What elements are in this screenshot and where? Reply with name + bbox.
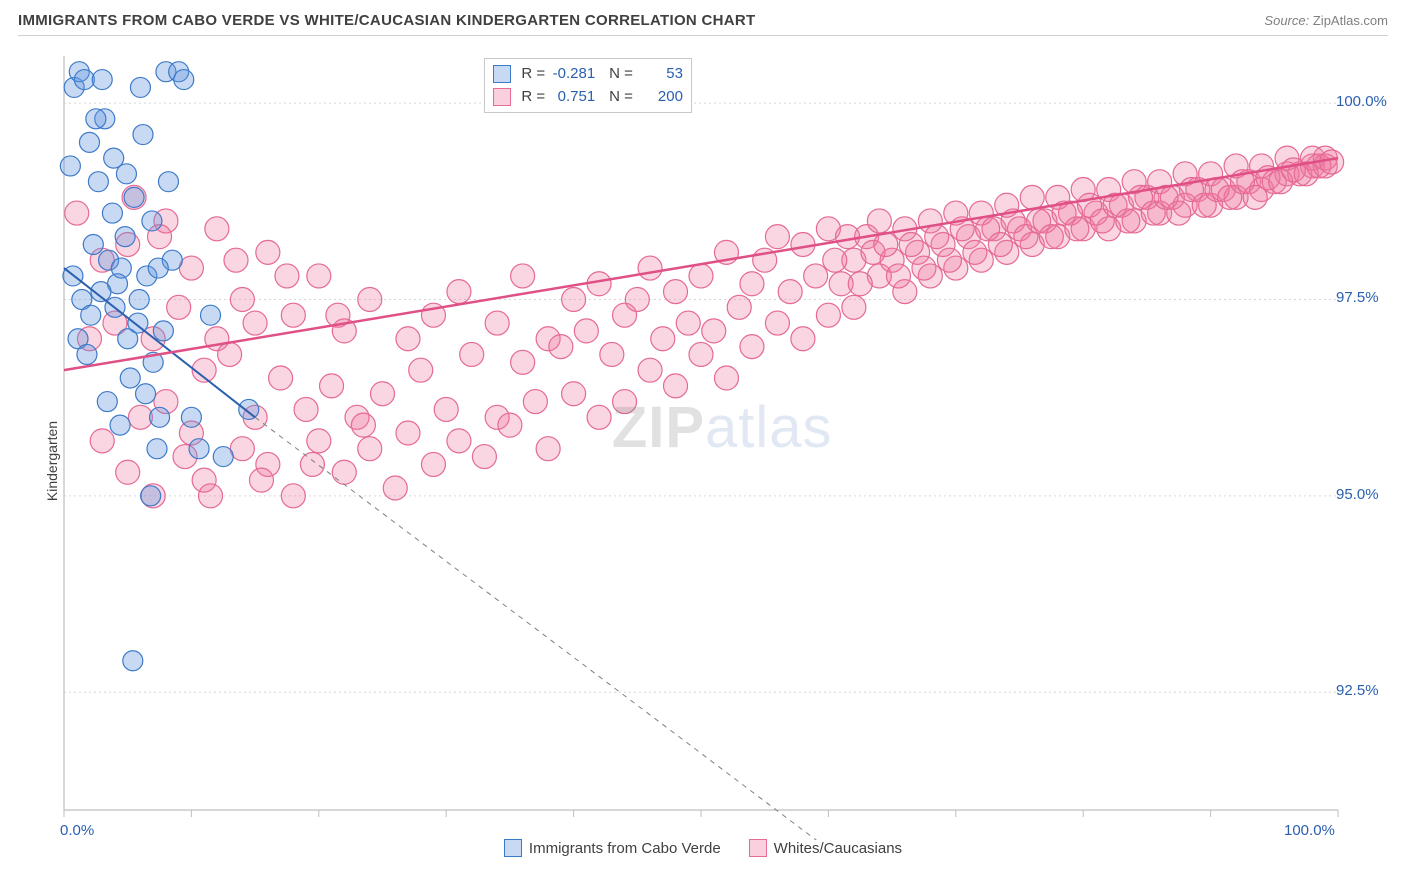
- bottom-legend: Immigrants from Cabo Verde Whites/Caucasi…: [18, 822, 1388, 874]
- legend-label: Whites/Caucasians: [774, 840, 902, 857]
- legend-item: Immigrants from Cabo Verde: [504, 822, 721, 874]
- chart-header: IMMIGRANTS FROM CABO VERDE VS WHITE/CAUC…: [18, 12, 1388, 36]
- stats-n-value: 200: [639, 86, 683, 109]
- stats-n-label: N =: [609, 63, 633, 86]
- legend-swatch-icon: [504, 839, 522, 857]
- legend-swatch-icon: [493, 88, 511, 106]
- stats-n-value: 53: [639, 63, 683, 86]
- stats-r-value: -0.281: [551, 63, 595, 86]
- y-tick-label: 95.0%: [1336, 486, 1379, 503]
- y-tick-label: 100.0%: [1336, 93, 1387, 110]
- stats-n-label: N =: [609, 86, 633, 109]
- stats-row: R = 0.751 N = 200: [493, 86, 683, 109]
- source-prefix: Source:: [1264, 13, 1309, 28]
- y-axis-label: Kindergarten: [44, 421, 60, 501]
- x-axis-min-label: 0.0%: [60, 822, 94, 839]
- stats-r-label: R =: [521, 86, 545, 109]
- y-tick-label: 97.5%: [1336, 289, 1379, 306]
- source-name: ZipAtlas.com: [1313, 13, 1388, 28]
- stats-row: R = -0.281 N = 53: [493, 63, 683, 86]
- chart-svg: [18, 50, 1358, 840]
- legend-swatch-icon: [493, 65, 511, 83]
- correlation-stats-box: R = -0.281 N = 53 R = 0.751 N = 200: [484, 58, 692, 113]
- chart-title: IMMIGRANTS FROM CABO VERDE VS WHITE/CAUC…: [18, 12, 756, 29]
- legend-label: Immigrants from Cabo Verde: [529, 840, 721, 857]
- plot-area: Kindergarten ZIPatlas R =-0.281N =53R =0…: [18, 50, 1388, 872]
- stats-r-label: R =: [521, 63, 545, 86]
- x-axis-max-label: 100.0%: [1284, 822, 1335, 839]
- stats-r-value: 0.751: [551, 86, 595, 109]
- y-tick-label: 92.5%: [1336, 682, 1379, 699]
- chart-source: Source: ZipAtlas.com: [1264, 13, 1388, 28]
- legend-item: Whites/Caucasians: [749, 822, 902, 874]
- legend-swatch-icon: [749, 839, 767, 857]
